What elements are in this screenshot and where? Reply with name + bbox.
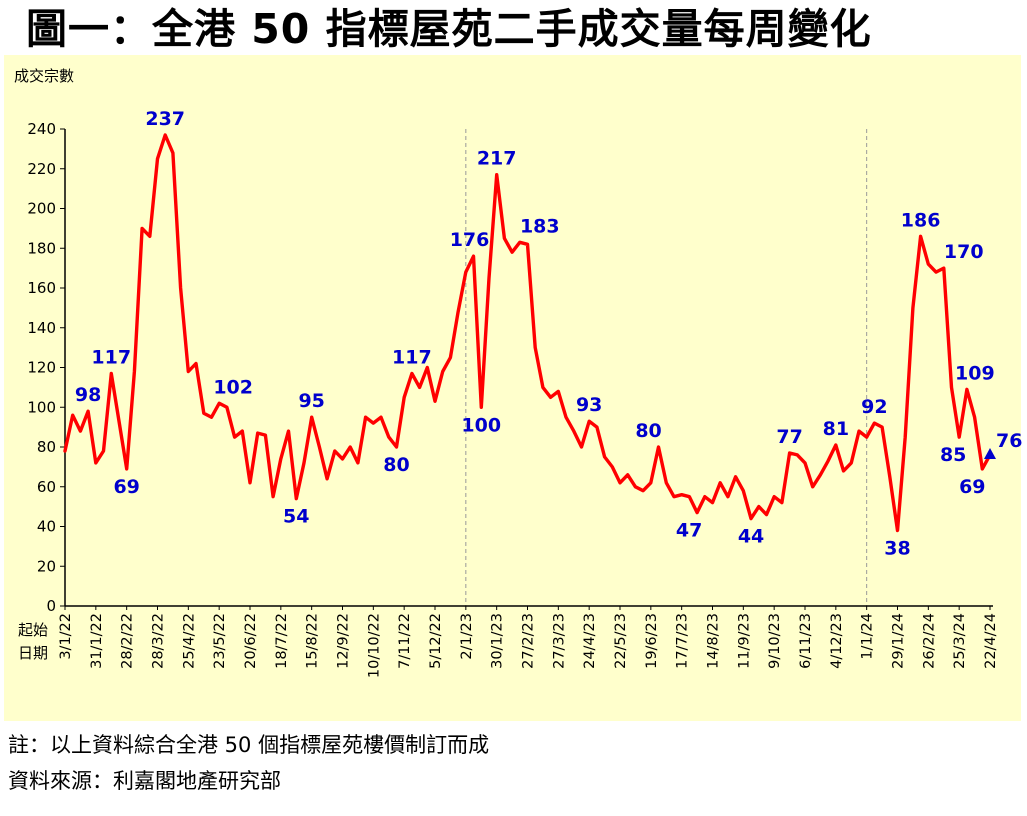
x-tick-label: 6/11/23 bbox=[798, 613, 814, 669]
x-tick-label: 3/1/22 bbox=[58, 613, 74, 660]
x-tick-label: 5/12/22 bbox=[428, 613, 444, 669]
page-title: 圖一：全港 50 指標屋苑二手成交量每周變化 bbox=[26, 5, 872, 53]
note-source-method: 註：以上資料綜合全港 50 個指標屋苑樓價制訂而成 bbox=[8, 733, 490, 758]
data-label: 186 bbox=[901, 209, 941, 231]
y-tick-label: 100 bbox=[27, 398, 56, 416]
data-label: 170 bbox=[944, 241, 984, 263]
data-label: 85 bbox=[940, 444, 966, 466]
x-tick-label: 14/8/23 bbox=[706, 613, 722, 669]
y-tick-label: 180 bbox=[27, 239, 56, 257]
data-label: 117 bbox=[392, 347, 432, 369]
data-label: 183 bbox=[520, 215, 560, 237]
x-tick-label: 31/1/22 bbox=[89, 613, 105, 669]
x-tick-label: 23/5/22 bbox=[212, 613, 228, 669]
x-tick-label: 11/9/23 bbox=[736, 613, 752, 669]
y-tick-label: 40 bbox=[37, 518, 56, 536]
x-tick-label: 24/4/23 bbox=[582, 613, 598, 669]
data-label: 54 bbox=[283, 506, 309, 528]
latest-point-marker bbox=[984, 448, 996, 460]
data-label: 69 bbox=[113, 476, 139, 498]
x-tick-label: 22/5/23 bbox=[613, 613, 629, 669]
data-label: 38 bbox=[884, 538, 910, 560]
data-label: 102 bbox=[213, 376, 253, 398]
x-tick-label: 19/6/23 bbox=[644, 613, 660, 669]
x-tick-label: 12/9/22 bbox=[336, 613, 352, 669]
data-label: 109 bbox=[955, 362, 995, 384]
data-label: 93 bbox=[576, 394, 602, 416]
y-tick-label: 140 bbox=[27, 319, 56, 337]
data-label: 76 bbox=[996, 430, 1022, 452]
series-line bbox=[63, 133, 992, 533]
weekly-transactions-line-chart: 成交宗數 0 20 40 60 80 100 120 140 160 180 200 220 240 3/1… bbox=[4, 55, 1022, 722]
data-label: 98 bbox=[75, 384, 101, 406]
x-tick-label: 27/3/23 bbox=[551, 613, 567, 669]
x-tick-label: 28/3/22 bbox=[151, 613, 167, 669]
y-tick-label: 200 bbox=[27, 200, 56, 218]
data-label: 80 bbox=[635, 420, 661, 442]
data-label: 92 bbox=[861, 396, 887, 418]
x-tick-label: 4/12/23 bbox=[829, 613, 845, 669]
data-label: 77 bbox=[776, 426, 802, 448]
x-tick-label: 9/10/23 bbox=[767, 613, 783, 669]
x-tick-label: 29/1/24 bbox=[891, 613, 907, 669]
x-tick-label: 30/1/23 bbox=[490, 613, 506, 669]
y-tick-label: 0 bbox=[46, 597, 56, 615]
data-label: 237 bbox=[145, 108, 185, 130]
data-label: 80 bbox=[383, 454, 409, 476]
y-tick-label: 20 bbox=[37, 557, 56, 575]
x-tick-label: 27/2/23 bbox=[521, 613, 537, 669]
data-label: 117 bbox=[91, 347, 131, 369]
y-tick-label: 60 bbox=[37, 478, 56, 496]
data-label: 81 bbox=[823, 418, 849, 440]
x-tick-label: 22/4/24 bbox=[983, 613, 999, 669]
x-axis-title: 起始 bbox=[18, 621, 48, 639]
y-tick-label: 80 bbox=[37, 438, 56, 456]
y-tick-label: 160 bbox=[27, 279, 56, 297]
y-tick-label: 120 bbox=[27, 359, 56, 377]
x-tick-label: 25/4/22 bbox=[181, 613, 197, 669]
y-tick-label: 220 bbox=[27, 160, 56, 178]
data-label: 44 bbox=[738, 526, 764, 548]
data-label: 95 bbox=[298, 390, 324, 412]
x-tick-label: 18/7/22 bbox=[274, 613, 290, 669]
x-axis-title: 日期 bbox=[18, 644, 48, 662]
data-label: 217 bbox=[477, 148, 517, 170]
x-tick-label: 17/7/23 bbox=[675, 613, 691, 669]
x-tick-label: 2/1/23 bbox=[459, 613, 475, 660]
x-tick-label: 25/3/24 bbox=[952, 613, 968, 669]
x-tick-label: 1/1/24 bbox=[860, 613, 876, 660]
note-data-source: 資料來源：利嘉閣地產研究部 bbox=[8, 768, 281, 793]
x-tick-label: 28/2/22 bbox=[120, 613, 136, 669]
chart-panel: 成交宗數 0 20 40 60 80 100 120 140 160 180 200 220 240 3/1… bbox=[0, 55, 1027, 723]
footnotes: 註：以上資料綜合全港 50 個指標屋苑樓價制訂而成 資料來源：利嘉閣地產研究部 bbox=[8, 731, 1027, 797]
data-label: 69 bbox=[959, 476, 985, 498]
x-tick-label: 20/6/22 bbox=[243, 613, 259, 669]
y-axis-title: 成交宗數 bbox=[14, 67, 74, 85]
x-tick-label: 10/10/22 bbox=[366, 613, 382, 678]
data-label: 47 bbox=[676, 520, 702, 542]
x-tick-label: 7/11/22 bbox=[397, 613, 413, 669]
x-tick-label: 15/8/22 bbox=[305, 613, 321, 669]
y-tick-label: 240 bbox=[27, 120, 56, 138]
x-tick-label: 26/2/24 bbox=[921, 613, 937, 669]
data-label: 100 bbox=[461, 414, 501, 436]
data-label: 176 bbox=[450, 229, 490, 251]
